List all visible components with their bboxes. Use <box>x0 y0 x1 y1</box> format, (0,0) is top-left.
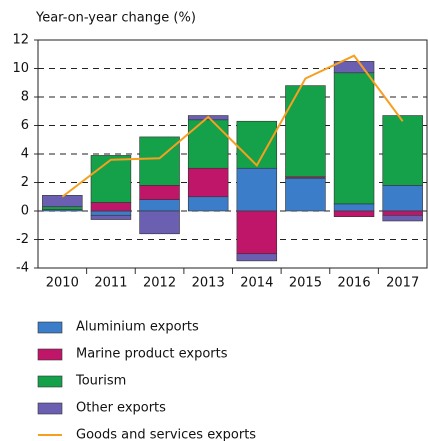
legend-swatch <box>37 375 63 388</box>
bar <box>187 167 229 198</box>
bar <box>333 61 375 74</box>
y-tick-label: -2 <box>16 232 29 247</box>
bar <box>236 210 278 255</box>
y-tick-label: 12 <box>12 33 29 48</box>
x-tick-label: 2017 <box>386 276 419 291</box>
bar <box>139 185 180 200</box>
bar <box>90 155 132 203</box>
bar <box>90 202 132 212</box>
legend-label: Other exports <box>76 401 166 416</box>
legend-label: Marine product exports <box>76 347 228 362</box>
y-tick-label: 0 <box>21 204 29 219</box>
legend-swatch <box>37 348 63 361</box>
bar <box>382 185 423 212</box>
bar <box>382 115 423 186</box>
y-axis-title: Year-on-year change (%) <box>35 11 196 26</box>
bar <box>285 177 326 212</box>
bar <box>333 72 375 205</box>
line <box>61 54 404 198</box>
bar <box>139 199 180 212</box>
bar <box>90 214 132 220</box>
y-tick-label: 8 <box>21 90 29 105</box>
bar <box>285 85 326 178</box>
bar <box>42 195 83 208</box>
x-tick-label: 2013 <box>192 276 225 291</box>
legend-swatch <box>37 402 63 415</box>
bar <box>187 196 229 212</box>
bar <box>382 210 423 216</box>
x-tick-label: 2015 <box>289 276 322 291</box>
y-tick-label: 4 <box>21 147 29 162</box>
legend-label: Tourism <box>75 374 126 389</box>
y-tick-label: 6 <box>21 118 29 133</box>
bar <box>139 136 180 186</box>
bar <box>139 210 180 235</box>
bar <box>90 210 132 216</box>
bar <box>236 120 278 169</box>
y-tick-label: 2 <box>21 175 29 190</box>
x-tick-label: 2011 <box>94 276 127 291</box>
x-tick-label: 2012 <box>143 276 176 291</box>
bar <box>333 203 375 212</box>
bar <box>382 214 423 222</box>
bar <box>236 167 278 212</box>
x-tick-label: 2010 <box>46 276 79 291</box>
bar <box>187 119 229 169</box>
bar <box>236 253 278 262</box>
x-tick-label: 2014 <box>240 276 273 291</box>
bar <box>42 206 83 210</box>
y-tick-label: -4 <box>16 261 29 276</box>
plot-frame <box>37 39 428 269</box>
legend-swatch <box>37 321 63 334</box>
bar <box>333 210 375 217</box>
legend-label: Goods and services exports <box>76 428 256 441</box>
y-tick-label: 10 <box>12 61 29 76</box>
x-tick-label: 2016 <box>338 276 371 291</box>
legend-label: Aluminium exports <box>76 320 199 335</box>
